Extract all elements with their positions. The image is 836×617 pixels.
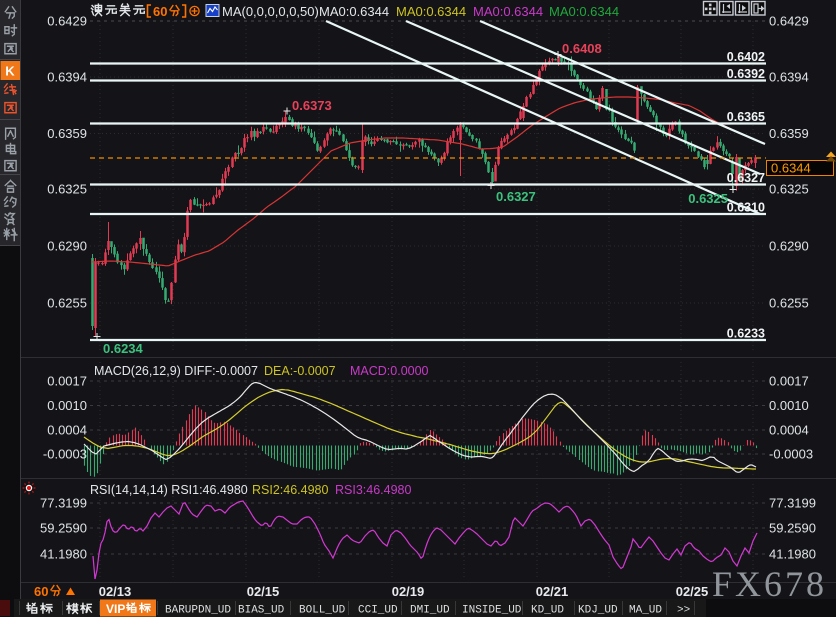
svg-text:0.6392: 0.6392 (727, 67, 765, 81)
svg-text:77.3199: 77.3199 (769, 496, 816, 511)
svg-text:0.0004: 0.0004 (769, 423, 809, 438)
svg-text:0.6359: 0.6359 (769, 126, 809, 141)
svg-text:0.6255: 0.6255 (47, 296, 87, 311)
svg-text:VIP: VIP (106, 602, 125, 616)
svg-text:0.0010: 0.0010 (769, 398, 809, 413)
svg-text:0.6290: 0.6290 (769, 239, 809, 254)
svg-text:0.6402: 0.6402 (727, 50, 765, 64)
svg-text:MA_UD: MA_UD (629, 605, 662, 617)
svg-text:MA0:0.6344: MA0:0.6344 (396, 4, 466, 19)
svg-text:MA0:0.6344: MA0:0.6344 (319, 4, 389, 19)
svg-text:KD_UD: KD_UD (531, 605, 564, 617)
svg-text:0.6394: 0.6394 (47, 70, 87, 85)
svg-text:59.2590: 59.2590 (769, 521, 816, 536)
svg-text:41.1980: 41.1980 (40, 547, 87, 562)
svg-text:0.6373: 0.6373 (292, 98, 332, 113)
svg-text:0.0004: 0.0004 (47, 423, 87, 438)
svg-text:0.6408: 0.6408 (562, 41, 602, 56)
svg-text:0.6325: 0.6325 (688, 191, 728, 206)
svg-text:>>: >> (677, 605, 690, 617)
svg-text:MACD:0.0000: MACD:0.0000 (350, 364, 429, 378)
svg-text:0.6344: 0.6344 (771, 161, 811, 176)
svg-text:INSIDE_UD: INSIDE_UD (462, 605, 522, 617)
svg-text:DEA:-0.0007: DEA:-0.0007 (264, 364, 336, 378)
svg-text:0.0010: 0.0010 (47, 398, 87, 413)
svg-text:0.6234: 0.6234 (103, 341, 144, 356)
svg-text:RSI2:46.4980: RSI2:46.4980 (252, 483, 328, 497)
svg-text:MA0:0.6344: MA0:0.6344 (473, 4, 543, 19)
svg-text:BOLL_UD: BOLL_UD (299, 605, 346, 617)
svg-text:-0.0003: -0.0003 (43, 447, 87, 462)
svg-text:0.6429: 0.6429 (769, 14, 809, 29)
svg-text:0.6325: 0.6325 (769, 182, 809, 197)
svg-text:KDJ_UD: KDJ_UD (578, 605, 618, 617)
svg-text:0.6327: 0.6327 (727, 171, 765, 185)
svg-text:MA(0,0,0,0,0,50): MA(0,0,0,0,0,50) (222, 4, 319, 19)
svg-text:02/25: 02/25 (676, 584, 709, 599)
svg-text:0.6290: 0.6290 (47, 239, 87, 254)
svg-text:0.6394: 0.6394 (769, 70, 809, 85)
svg-text:77.3199: 77.3199 (40, 496, 87, 511)
svg-text:CCI_UD: CCI_UD (358, 605, 398, 617)
svg-text:02/13: 02/13 (99, 584, 132, 599)
svg-text:02/15: 02/15 (247, 584, 280, 599)
svg-text:0.6233: 0.6233 (727, 327, 765, 341)
svg-text:0.6359: 0.6359 (47, 126, 87, 141)
svg-text:0.6255: 0.6255 (769, 296, 809, 311)
svg-text:0.6365: 0.6365 (727, 110, 765, 124)
svg-text:41.1980: 41.1980 (769, 547, 816, 562)
svg-text:BARUPDN_UD: BARUPDN_UD (165, 605, 231, 617)
svg-text:02/21: 02/21 (536, 584, 569, 599)
svg-text:59.2590: 59.2590 (40, 521, 87, 536)
svg-text:MA0:0.6344: MA0:0.6344 (549, 4, 619, 19)
svg-text:0.6325: 0.6325 (47, 182, 87, 197)
svg-text:RSI3:46.4980: RSI3:46.4980 (335, 483, 411, 497)
svg-text:0.6327: 0.6327 (496, 189, 536, 204)
svg-text:DMI_UD: DMI_UD (410, 605, 450, 617)
svg-text:0.6429: 0.6429 (47, 14, 87, 29)
svg-text:60: 60 (153, 4, 167, 19)
svg-text:0.0017: 0.0017 (769, 374, 809, 389)
svg-text:MACD(26,12,9) DIFF:-0.0007: MACD(26,12,9) DIFF:-0.0007 (94, 364, 258, 378)
svg-text:FX678: FX678 (712, 564, 827, 604)
svg-text:BIAS_UD: BIAS_UD (238, 605, 285, 617)
svg-text:0.0017: 0.0017 (47, 374, 87, 389)
svg-text:K: K (5, 64, 15, 79)
svg-text:60: 60 (34, 584, 48, 599)
svg-text:02/19: 02/19 (392, 584, 425, 599)
svg-text:-0.0003: -0.0003 (769, 447, 813, 462)
svg-text:RSI(14,14,14) RSI1:46.4980: RSI(14,14,14) RSI1:46.4980 (90, 483, 248, 497)
